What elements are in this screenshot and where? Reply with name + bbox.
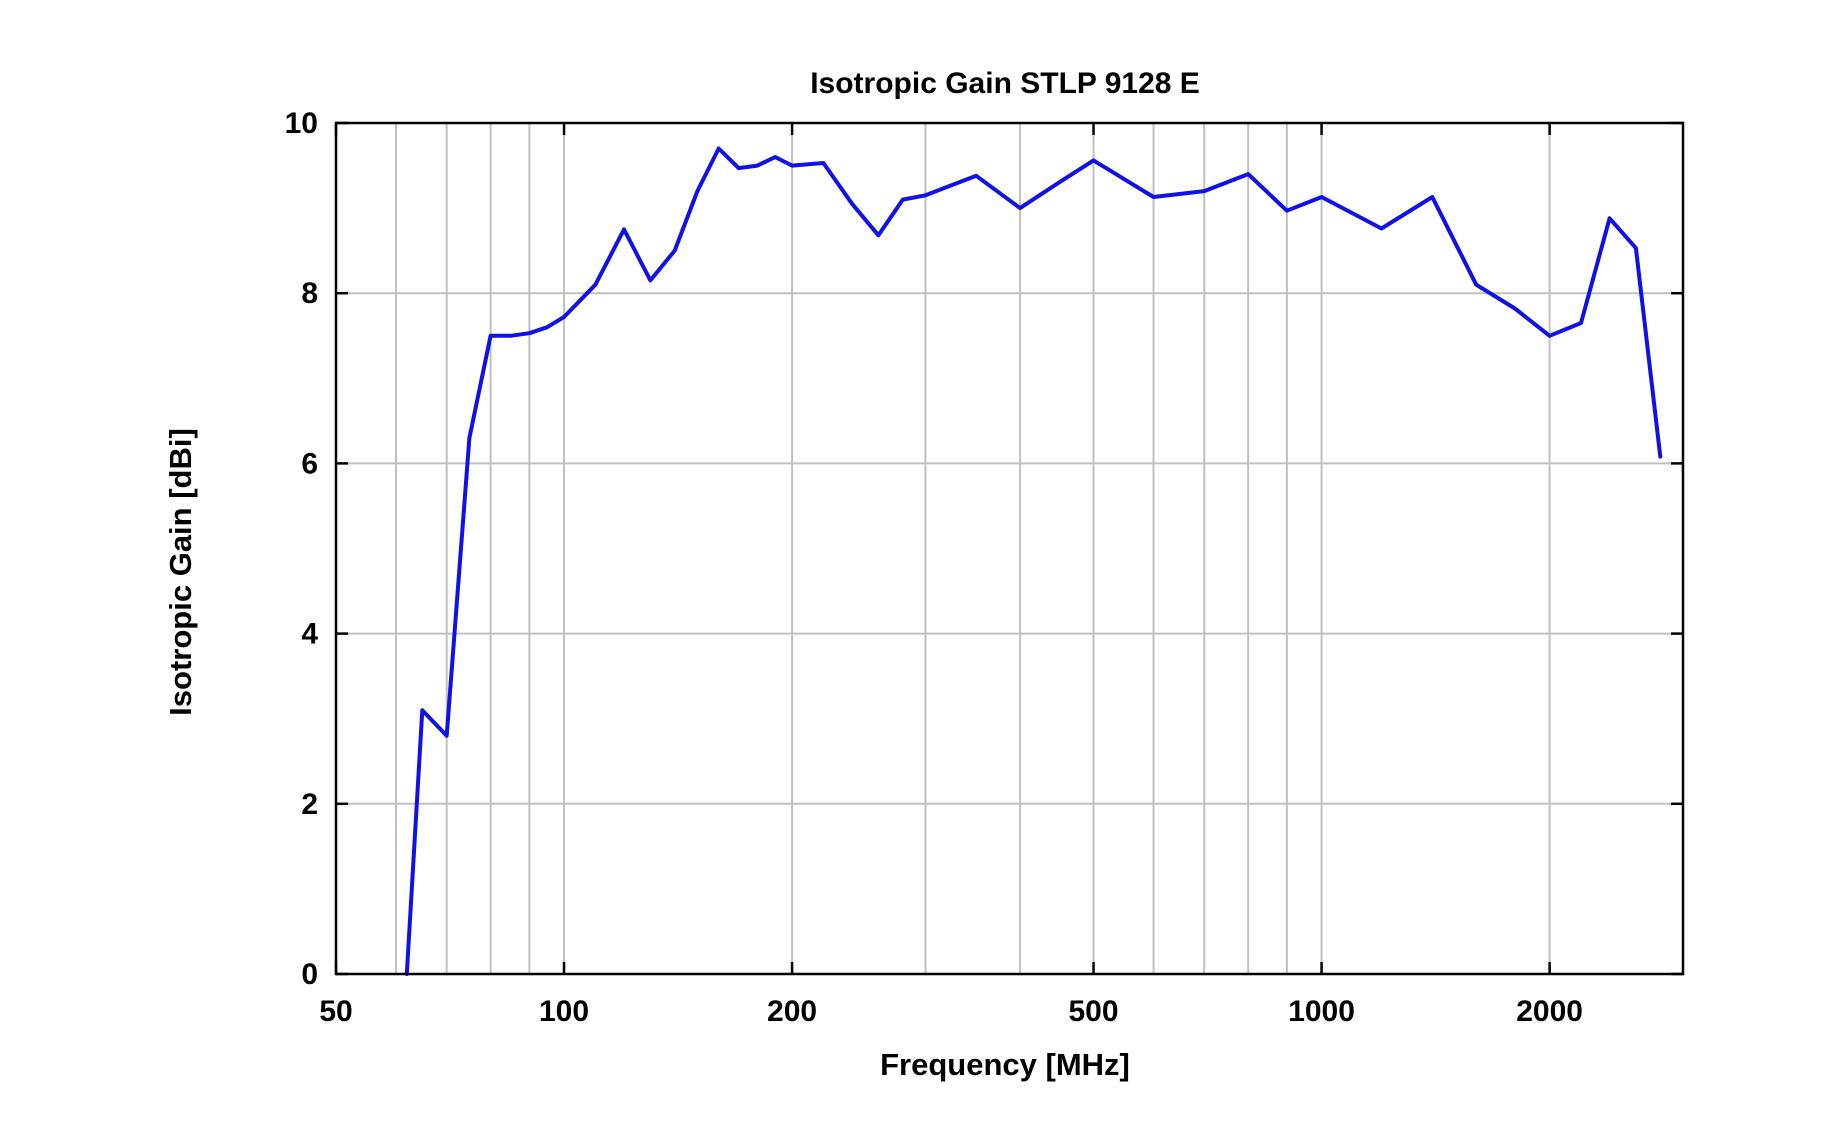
- x-tick-label-50: 50: [319, 995, 352, 1028]
- plot-frame: [334, 121, 1685, 976]
- x-axis-label: Frequency [MHz]: [880, 1047, 1130, 1082]
- grid-lines: [336, 123, 1683, 974]
- series-layer: [404, 146, 1663, 976]
- y-tick-label-8: 8: [301, 277, 318, 310]
- x-tick-label-500: 500: [1068, 995, 1118, 1028]
- y-tick-label-4: 4: [301, 618, 318, 651]
- x-tick-label-200: 200: [767, 995, 817, 1028]
- x-tick-label-2000: 2000: [1516, 995, 1583, 1028]
- y-tick-label-10: 10: [285, 107, 318, 140]
- tick-labels: 0 2 4 6 8 10 50 100 200 500 1000 2000: [285, 107, 1583, 1028]
- series-line-0: [404, 146, 1663, 976]
- x-tick-label-100: 100: [539, 995, 589, 1028]
- chart-title: Isotropic Gain STLP 9128 E: [810, 67, 1200, 100]
- x-tick-label-1000: 1000: [1288, 995, 1355, 1028]
- y-tick-label-2: 2: [301, 788, 318, 821]
- axis-ticks: [334, 121, 1683, 976]
- y-axis-label: Isotropic Gain [dBi]: [163, 428, 198, 716]
- y-tick-label-6: 6: [301, 447, 318, 480]
- y-tick-label-0: 0: [301, 958, 318, 991]
